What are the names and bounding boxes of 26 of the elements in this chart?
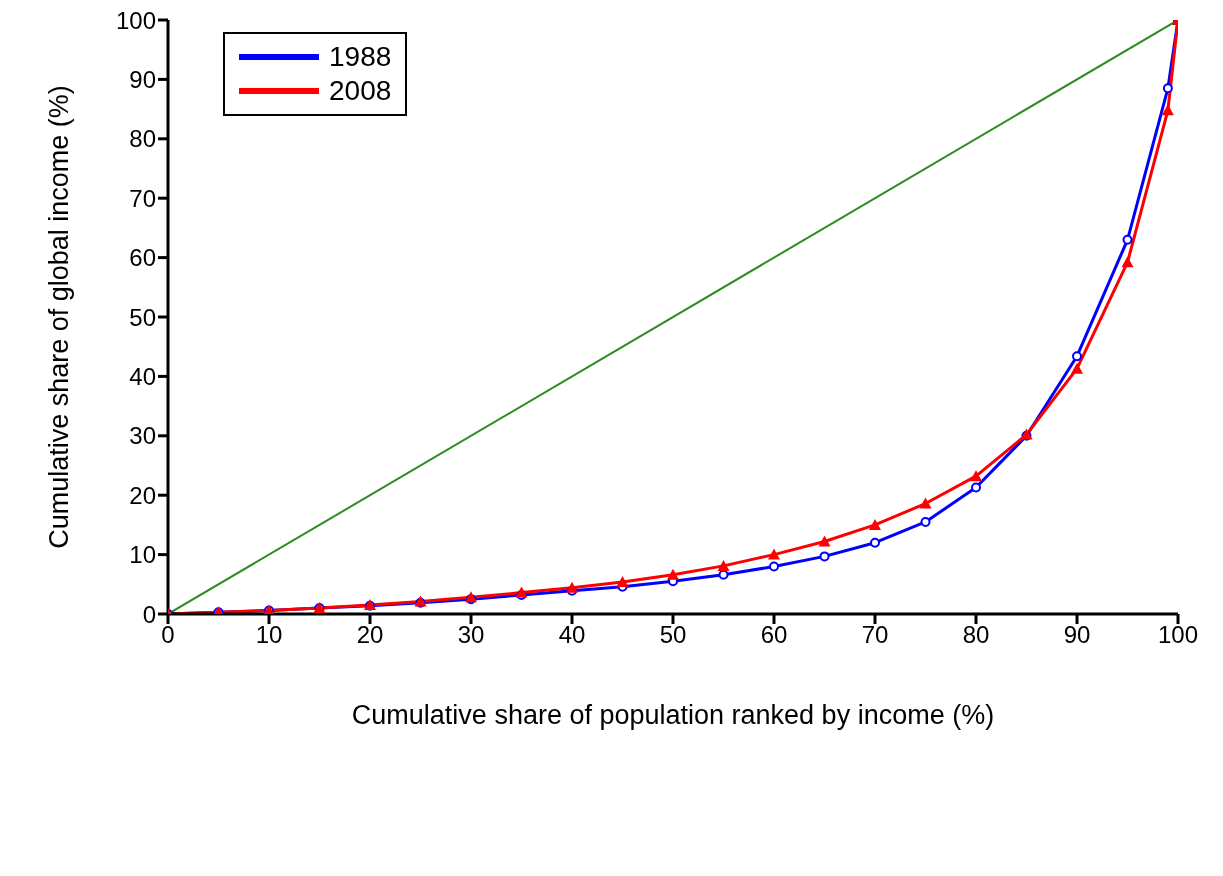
x-tick-label: 20: [356, 621, 384, 649]
y-tick-label: 90: [129, 65, 156, 93]
y-tick-label: 0: [142, 600, 156, 628]
x-tick-label: 40: [558, 621, 586, 649]
x-tick-label: 80: [962, 621, 990, 649]
y-tick-label: 60: [129, 244, 156, 272]
x-tick-label: 0: [161, 621, 175, 649]
y-axis-title: Cumulative share of global income (%): [43, 85, 74, 549]
x-tick-label: 50: [659, 621, 687, 649]
x-tick-label: 10: [255, 621, 283, 649]
y-tick-label: 100: [115, 6, 156, 34]
x-tick-label: 70: [861, 621, 889, 649]
x-axis-title: Cumulative share of population ranked by income (%): [351, 700, 995, 730]
x-tick-label: 30: [457, 621, 485, 649]
y-tick-label: 80: [129, 125, 156, 153]
x-tick-label: 90: [1063, 621, 1091, 649]
legend-label: 2008: [329, 74, 392, 108]
y-tick-label: 20: [129, 481, 156, 509]
legend-label: 1988: [329, 40, 392, 74]
x-tick-label: 60: [760, 621, 788, 649]
y-tick-label: 30: [129, 422, 156, 450]
y-tick-label: 10: [129, 541, 156, 569]
x-tick-label: 100: [1157, 621, 1199, 649]
y-tick-label: 40: [129, 362, 156, 390]
y-tick-label: 70: [129, 184, 156, 212]
y-tick-label: 50: [129, 303, 156, 331]
